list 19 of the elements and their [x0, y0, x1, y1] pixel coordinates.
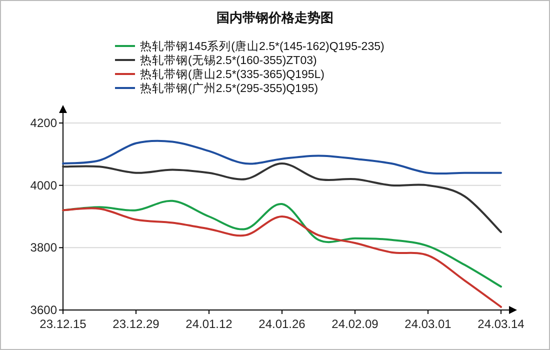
- x-tick-label: 24.02.09: [332, 317, 379, 331]
- x-tick-label: 24.03.14: [478, 317, 525, 331]
- x-tick-label: 24.01.12: [186, 317, 233, 331]
- chart-title: 国内带钢价格走势图: [216, 10, 334, 25]
- legend-label: 热轧带钢(无锡2.5*(160-355)ZT03): [140, 54, 317, 67]
- y-tick-label: 4200: [30, 116, 58, 130]
- legend-label: 热轧带钢(唐山2.5*(335-365)Q195L): [140, 67, 325, 81]
- y-tick-label: 3800: [30, 240, 58, 255]
- line-series: [62, 140, 502, 175]
- x-tick-label: 23.12.15: [40, 317, 87, 331]
- line-series: [62, 207, 502, 308]
- y-tick-label: 4000: [30, 178, 58, 192]
- legend-label: 热轧带钢(广州2.5*(295-355)Q195): [140, 81, 318, 95]
- x-tick-label: 24.03.01: [404, 317, 452, 331]
- x-tick-label: 23.12.29: [112, 317, 160, 331]
- y-tick-label: 3600: [30, 303, 58, 317]
- line-series: [62, 162, 502, 234]
- x-tick-label: 24.01.26: [258, 317, 306, 331]
- legend-label: 热轧带钢145系列(唐山2.5*(145-162)Q195-235): [140, 39, 384, 53]
